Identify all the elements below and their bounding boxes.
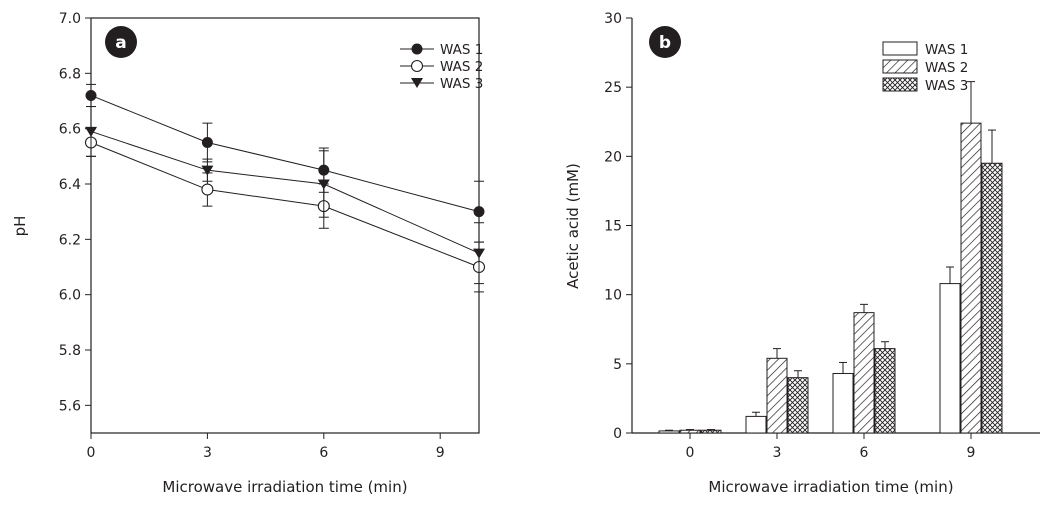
panel-b-xlabel: Microwave irradiation time (min) <box>708 478 953 496</box>
y-tick-label-a-1: 5.8 <box>59 343 81 359</box>
x-tick-label-b-3: 9 <box>967 445 976 461</box>
bar-b-3-0 <box>700 429 722 434</box>
panel-b-legend: WAS 1 WAS 2 WAS 3 <box>882 41 968 94</box>
y-tick-label-a-6: 6.8 <box>59 66 81 82</box>
y-tick-label-b-5: 25 <box>604 80 622 96</box>
legend-b-swatch-3 <box>882 77 918 92</box>
y-tick-label-b-0: 0 <box>613 426 622 442</box>
legend-a-marker-2 <box>410 59 424 73</box>
y-tick-label-a-5: 6.6 <box>59 122 81 138</box>
y-tick-label-b-4: 20 <box>604 149 622 165</box>
y-tick-label-a-7: 7.0 <box>59 11 81 27</box>
panel-a-badge-label: a <box>115 33 126 53</box>
x-tick-label-a-0: 0 <box>87 445 96 461</box>
bar-b-2-2 <box>853 312 875 434</box>
x-tick-label-a-2: 6 <box>319 445 328 461</box>
legend-a-marker-1 <box>411 43 423 55</box>
bar-b-3-3 <box>981 162 1003 434</box>
series-a-line-1 <box>90 95 480 213</box>
legend-b-label-2: WAS 2 <box>925 60 968 76</box>
x-tick-label-b-2: 6 <box>860 445 869 461</box>
point-a-3-2 <box>317 179 330 190</box>
x-tick-label-b-1: 3 <box>773 445 782 461</box>
point-a-2-1 <box>201 183 214 196</box>
y-tick-label-b-6: 30 <box>604 11 622 27</box>
legend-b-label-1: WAS 1 <box>925 42 968 58</box>
y-tick-label-a-3: 6.2 <box>59 232 81 248</box>
bar-b-1-1 <box>745 415 767 434</box>
point-a-3-3 <box>473 248 485 259</box>
y-tick-label-a-4: 6.4 <box>59 177 81 193</box>
y-tick-label-b-2: 10 <box>604 288 622 304</box>
bar-b-1-0 <box>658 430 680 434</box>
legend-a-label-2: WAS 2 <box>440 59 483 75</box>
bar-b-3-1 <box>787 377 809 434</box>
y-tick-label-a-0: 5.6 <box>59 398 81 414</box>
panel-a-badge-circle <box>105 26 137 58</box>
bar-b-1-2 <box>832 373 854 434</box>
x-tick-label-a-3: 9 <box>436 445 445 461</box>
x-tick-label-a-1: 3 <box>203 445 212 461</box>
chart-panel-a: 5.6 5.8 6.0 6.2 6.4 6.6 6.8 7.0 0 3 6 9 a WAS 1 WAS… <box>11 11 486 496</box>
panel-a-marks: 5.6 5.8 6.0 6.2 6.4 6.6 6.8 7.0 0 3 6 9 <box>59 11 486 461</box>
bar-b-2-3 <box>960 122 982 434</box>
panel-a-xlabel: Microwave irradiation time (min) <box>162 478 407 496</box>
y-tick-label-b-3: 15 <box>604 219 622 235</box>
legend-a-label-3: WAS 3 <box>440 76 483 92</box>
point-a-3-1 <box>201 165 214 176</box>
legend-a-marker-3 <box>411 78 423 88</box>
x-tick-label-b-0: 0 <box>686 445 695 461</box>
point-a-1-3 <box>473 206 485 218</box>
y-tick-label-b-1: 5 <box>613 357 622 373</box>
bar-b-2-0 <box>679 429 701 434</box>
panel-b-marks: 0 5 10 15 20 25 30 0 3 6 9 <box>604 11 1003 461</box>
point-a-1-0 <box>85 89 97 101</box>
panel-b-ylabel: Acetic acid (mM) <box>564 163 582 289</box>
bar-b-2-1 <box>766 357 788 434</box>
bar-b-3-2 <box>874 348 896 434</box>
panel-a-ylabel: pH <box>11 216 29 237</box>
y-tick-label-a-2: 6.0 <box>59 288 81 304</box>
legend-b-label-3: WAS 3 <box>925 78 968 94</box>
legend-a-label-1: WAS 1 <box>440 42 483 58</box>
panel-b-badge-circle <box>649 26 681 58</box>
series-a-line-2 <box>90 142 480 268</box>
legend-b-swatch-1 <box>882 41 918 56</box>
panel-a-badge: a <box>105 26 137 58</box>
bar-b-1-3 <box>939 283 961 434</box>
point-a-3-0 <box>85 126 97 137</box>
chart-panel-b: 0 5 10 15 20 25 30 0 3 6 9 b WAS 1 WAS 2 WAS 3 Ace… <box>564 11 1040 496</box>
legend-b-swatch-2 <box>882 59 918 74</box>
panel-a-legend: WAS 1 WAS 2 WAS 3 <box>400 42 483 92</box>
panel-b-badge: b <box>649 26 681 58</box>
series-a-line-3 <box>90 130 480 254</box>
panel-b-badge-label: b <box>659 33 671 53</box>
point-a-1-1 <box>201 137 213 148</box>
